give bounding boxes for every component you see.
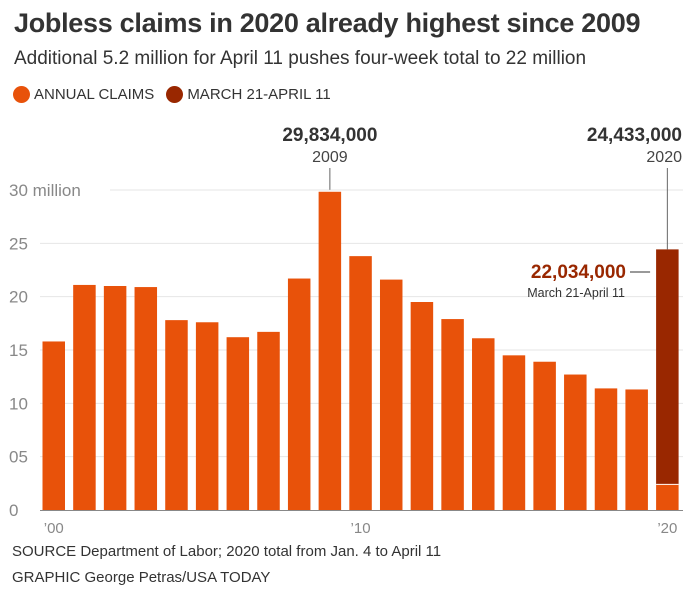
bar-2010-annual — [349, 256, 372, 510]
annotation-value-2009: 29,834,000 — [282, 125, 377, 146]
y-tick-label: 10 — [9, 394, 28, 413]
bar-2007-annual — [257, 331, 280, 510]
bar-2015-annual — [502, 355, 526, 510]
legend-swatch-march-april — [166, 86, 184, 103]
bar-2003-annual — [134, 287, 158, 510]
y-axis-tick-labels: 0 05 10 15 20 25 30 million — [9, 181, 81, 520]
bar-2020-annual — [656, 484, 679, 510]
bar-2005-annual — [195, 322, 219, 510]
annotation-year-2020: 2020 — [646, 149, 682, 166]
bar-2011-annual — [379, 279, 403, 510]
graphic-credit: GRAPHIC George Petras/USA TODAY — [12, 569, 271, 586]
y-tick-label: 25 — [9, 234, 28, 253]
bar-2017-annual — [564, 374, 587, 510]
legend: ANNUAL CLAIMS MARCH 21-APRIL 11 — [13, 86, 343, 103]
annotation-value-march-april: 22,034,000 — [531, 262, 626, 283]
chart-title: Jobless claims in 2020 already highest s… — [14, 8, 641, 38]
x-tick-label: ’00 — [44, 520, 64, 537]
bar-2001-annual — [73, 284, 96, 510]
legend-item-annual-claims: ANNUAL CLAIMS — [13, 86, 154, 103]
y-tick-label: 15 — [9, 341, 28, 360]
chart-subtitle: Additional 5.2 million for April 11 push… — [14, 48, 587, 69]
annotation-label-march-april: March 21-April 11 — [527, 286, 625, 300]
annotations: 29,834,000 2009 24,433,000 2020 22,034,000 Ma… — [282, 125, 682, 300]
y-tick-label: 0 — [9, 501, 18, 520]
x-axis-tick-labels: ’00 ’10 ’20 — [44, 520, 678, 537]
bar-2002-annual — [103, 286, 127, 510]
legend-label-annual-claims: ANNUAL CLAIMS — [34, 86, 155, 103]
x-tick-label: ’10 — [351, 520, 371, 537]
bar-2012-annual — [410, 302, 434, 510]
legend-item-march-april: MARCH 21-APRIL 11 — [166, 86, 331, 103]
bar-2009-annual — [318, 191, 342, 510]
annotation-year-2009: 2009 — [312, 149, 348, 166]
bar-2014-annual — [472, 338, 495, 510]
source-note: SOURCE Department of Labor; 2020 total f… — [12, 543, 442, 560]
bar-2008-annual — [287, 278, 311, 510]
annotation-value-2020: 24,433,000 — [587, 125, 682, 146]
bar-2016-annual — [533, 361, 556, 510]
y-tick-label: 30 million — [9, 181, 81, 200]
bar-2000-annual — [42, 341, 65, 510]
bar-2020-march-april — [656, 249, 679, 485]
bar-2004-annual — [165, 320, 188, 510]
y-tick-label: 05 — [9, 448, 28, 467]
bar-2013-annual — [441, 319, 464, 510]
legend-swatch-annual-claims — [13, 86, 30, 103]
bar-2019-annual — [625, 389, 648, 510]
bar-2006-annual — [226, 337, 250, 510]
legend-label-march-april: MARCH 21-APRIL 11 — [187, 86, 331, 103]
x-tick-label: ’20 — [657, 520, 677, 537]
bars — [42, 191, 679, 510]
y-tick-label: 20 — [9, 288, 28, 307]
bar-2018-annual — [594, 388, 618, 510]
